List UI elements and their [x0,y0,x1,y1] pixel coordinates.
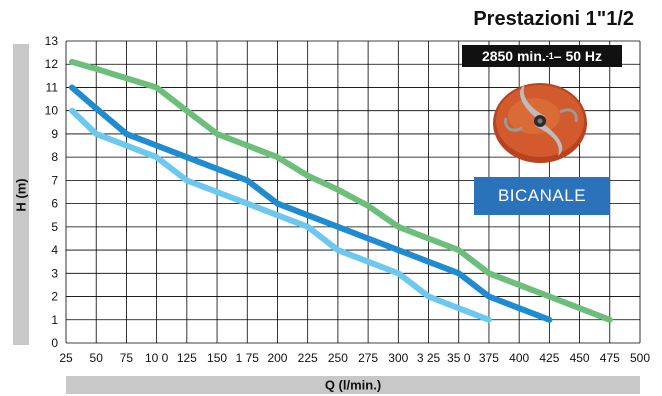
y-tick-label: 8 [51,150,58,164]
y-axis-label-bar [13,44,29,345]
speed-badge: 2850 min. -1 – 50 Hz [462,45,622,67]
x-tick-label: 275 [358,351,378,365]
x-tick-label: 3 25 [417,351,441,365]
y-tick-label: 1 [51,313,58,327]
series-line-light-blue [69,107,492,323]
x-axis-label-bar [66,376,640,394]
y-tick-label: 3 [51,266,58,280]
x-tick-label: 250 [328,351,348,365]
y-tick-label: 7 [51,173,58,187]
y-tick-label: 10 [45,104,59,118]
chart-title: Prestazioni 1"1/2 [473,8,634,30]
series-line-green [69,58,613,323]
x-tick-label: 150 [207,351,227,365]
x-tick-label: 25 [59,351,73,365]
y-tick-label: 2 [51,290,58,304]
x-tick-label: 425 [539,351,559,365]
x-axis-label: Q (l/min.) [324,377,382,393]
y-tick-label: 12 [45,57,59,71]
x-tick-label: 1 75 [236,351,260,365]
y-tick-label: 9 [51,127,58,141]
speed-badge-exponent: -1 [545,51,554,61]
y-tick-label: 13 [45,34,59,48]
speed-badge-rpm: 2850 min. [481,48,546,64]
x-tick-label: 125 [177,351,197,365]
y-tick-label: 6 [51,197,58,211]
impeller-image [493,83,587,163]
bicanale-badge: BICANALE [474,177,610,215]
x-tick-label: 225 [298,351,318,365]
x-tick-label: 10 0 [145,351,169,365]
x-tick-label: 400 [509,351,529,365]
x-tick-label: 475 [600,351,620,365]
x-tick-label: 500 [630,351,650,365]
x-tick-label: 35 0 [447,351,471,365]
x-tick-label: 50 [90,351,104,365]
y-tick-label: 0 [51,336,58,350]
y-tick-label: 11 [46,80,59,94]
x-tick-label: 200 [267,351,287,365]
y-tick-label: 4 [51,243,58,257]
x-tick-label: 75 [120,351,134,365]
x-tick-label: 300 [388,351,408,365]
x-tick-label: 375 [479,351,499,365]
speed-badge-freq: – 50 Hz [553,48,603,64]
y-tick-label: 5 [51,220,58,234]
series-line-dark-blue [69,84,553,323]
x-tick-label: 450 [570,351,590,365]
